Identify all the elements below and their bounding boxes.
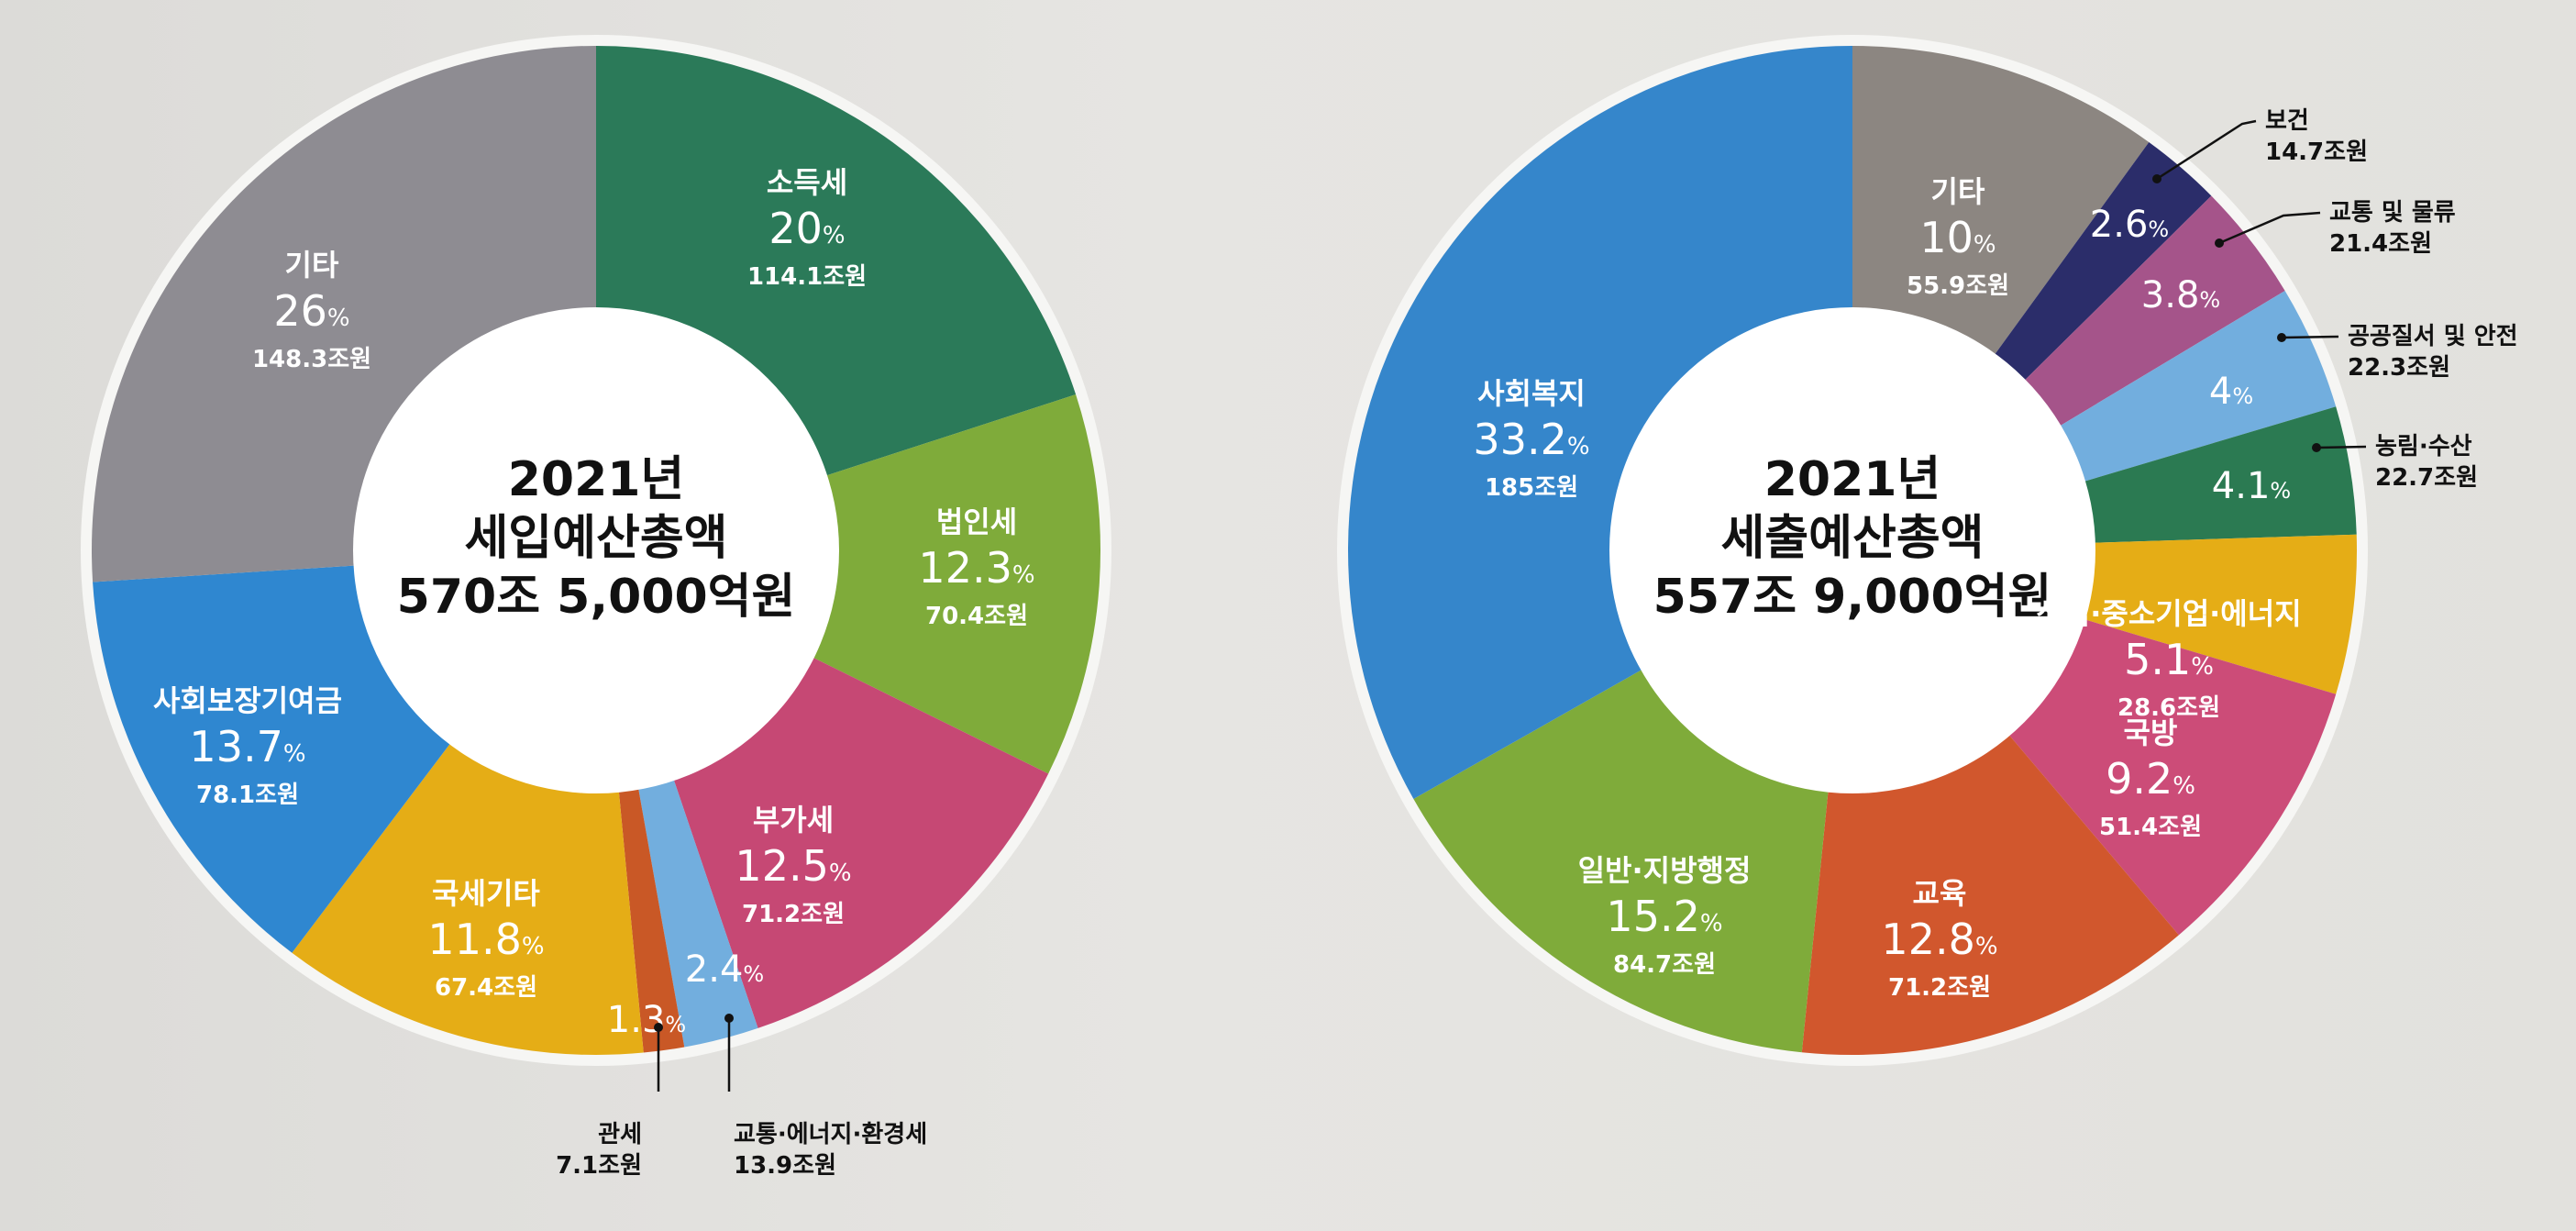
percent-sign: % <box>2191 653 2214 681</box>
leader-dot <box>2215 238 2224 248</box>
leader-line <box>2218 211 2321 245</box>
percent-sign: % <box>2172 772 2195 800</box>
slice-name: 공공질서 및 안전 <box>2348 323 2518 350</box>
slice-name: 기타 <box>285 248 339 283</box>
center-line-1: 세출예산총액 <box>1720 511 1984 566</box>
slice-value: 114.1조원 <box>747 263 867 291</box>
slice-name: 보건 <box>2265 107 2309 135</box>
percent-sign: % <box>743 961 764 987</box>
slice-name: 사회보장기여금 <box>153 683 342 718</box>
percent-sign: % <box>1700 910 1723 937</box>
slice-name: 국방 <box>2124 715 2178 750</box>
percent-sign: % <box>1975 933 1998 960</box>
slice-name: 교통 및 물류 <box>2329 199 2456 227</box>
center-line-0: 2021년 <box>508 452 685 507</box>
leader-dot <box>2312 443 2321 452</box>
slice-value: 7.1조원 <box>556 1152 642 1180</box>
slice-name: 관세 <box>598 1121 642 1148</box>
slice-name: 산업·중소기업·에너지 <box>2036 596 2301 631</box>
slice-name: 소득세 <box>767 165 847 200</box>
leader-dot <box>654 1023 663 1032</box>
percent-sign: % <box>823 222 846 250</box>
percent-sign: % <box>1973 231 1996 259</box>
slice-value: 13.9조원 <box>734 1152 836 1180</box>
percent-sign: % <box>522 933 545 960</box>
slice-value: 28.6조원 <box>2117 694 2220 722</box>
percent-sign: % <box>2199 287 2220 313</box>
slice-label-0: 기타 10% 55.9조원 <box>1907 174 2009 300</box>
slice-value: 55.9조원 <box>1907 272 2009 300</box>
slice-value: 67.4조원 <box>435 974 537 1002</box>
center-line-0: 2021년 <box>1764 452 1941 507</box>
pie-slice-1 <box>596 394 1101 774</box>
slice-value: 14.7조원 <box>2265 139 2368 166</box>
leader-line <box>2316 445 2367 449</box>
slice-value: 84.7조원 <box>1613 951 1716 979</box>
center-line-1: 세입예산총액 <box>464 511 727 566</box>
slice-name: 국세기타 <box>432 876 540 911</box>
slice-name: 사회복지 <box>1477 376 1586 411</box>
center-line-2: 570조 5,000억원 <box>397 570 796 625</box>
leader-dot <box>2152 174 2161 183</box>
slice-value: 22.3조원 <box>2348 354 2450 382</box>
percent-sign: % <box>829 859 852 887</box>
percent-sign: % <box>283 740 306 768</box>
slice-name: 부가세 <box>753 803 834 837</box>
center-line-2: 557조 9,000억원 <box>1653 570 2052 625</box>
leader-dot <box>2277 333 2286 342</box>
leader-line <box>2281 335 2339 339</box>
slice-percent: 10% <box>1919 213 1996 262</box>
slice-name: 농림·수산 <box>2375 433 2472 460</box>
slice-value: 70.4조원 <box>925 603 1028 630</box>
slice-value: 51.4조원 <box>2099 814 2202 841</box>
leader-line <box>2156 119 2257 181</box>
percent-sign: % <box>1567 433 1590 460</box>
leader-dot <box>724 1014 734 1023</box>
percent-sign: % <box>327 305 350 332</box>
percent-sign: % <box>2232 383 2253 409</box>
slice-name: 교통·에너지·환경세 <box>734 1121 927 1148</box>
center-disc <box>353 307 839 793</box>
slice-value: 71.2조원 <box>1888 974 1991 1002</box>
slice-value: 71.2조원 <box>742 901 845 928</box>
percent-sign: % <box>2270 478 2291 504</box>
percent-sign: % <box>2148 216 2169 242</box>
percent-sign: % <box>665 1012 686 1037</box>
center-disc <box>1609 307 2095 793</box>
slice-value: 185조원 <box>1485 474 1578 502</box>
slice-name: 기타 <box>1931 174 1985 209</box>
slice-value: 21.4조원 <box>2329 230 2432 258</box>
slice-percent: 2.6% <box>2090 204 2169 246</box>
slice-name: 법인세 <box>936 505 1017 539</box>
slice-value: 22.7조원 <box>2375 464 2478 492</box>
slice-value: 78.1조원 <box>196 782 299 809</box>
slice-callout-1: 2.6% 보건 14.7조원 <box>2090 107 2368 246</box>
percent-sign: % <box>1012 561 1035 589</box>
slice-name: 일반·지방행정 <box>1578 853 1752 888</box>
slice-name: 교육 <box>1913 876 1967 911</box>
slice-value: 148.3조원 <box>252 346 371 373</box>
